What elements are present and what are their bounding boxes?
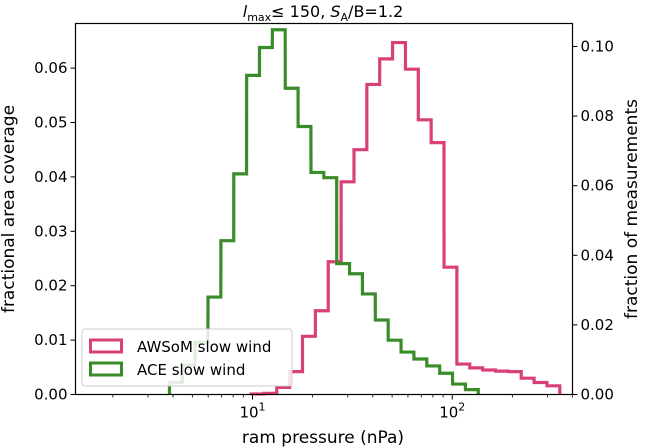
y-right-tick-label-2: 0.04: [581, 246, 614, 264]
legend-label-ace: ACE slow wind: [137, 361, 245, 379]
chart-title: lmax≤ 150, SA/B=1.2: [243, 2, 404, 24]
y-left-tick-label-5: 0.05: [34, 114, 67, 132]
y-right-tick-label-5: 0.10: [581, 37, 614, 55]
legend-swatch-awsom: [89, 338, 123, 354]
x-tick-label-1: 102: [439, 401, 465, 422]
y-left-tick-label-0: 0.00: [34, 386, 67, 404]
y-right-tick-label-3: 0.06: [581, 177, 614, 195]
series-layer: [167, 28, 562, 396]
legend-box: [81, 328, 293, 387]
legend: AWSoM slow wind ACE slow wind: [81, 328, 293, 387]
y-left-tick-label-6: 0.06: [34, 59, 67, 77]
y-left-tick-label-2: 0.02: [34, 277, 67, 295]
series-1-outline: [167, 28, 480, 395]
y-axis-label-right: fraction of measurements: [622, 99, 642, 319]
x-tick-label-0: 101: [239, 401, 265, 422]
y-right-tick-label-1: 0.02: [581, 316, 614, 334]
plot-frame: [74, 22, 574, 396]
y-left-tick-label-4: 0.04: [34, 168, 67, 186]
y-right-tick-label-4: 0.08: [581, 107, 614, 125]
tick-layer: 0.00 0.01 0.02 0.03 0.04 0.05 0.06 0.00 0.02 0.04…: [34, 37, 614, 421]
y-left-tick-label-3: 0.03: [34, 222, 67, 240]
series-0-outline: [249, 40, 562, 396]
x-axis-label: ram pressure (nPa): [242, 428, 404, 448]
legend-label-awsom: AWSoM slow wind: [137, 338, 271, 356]
y-axis-label-left: fractional area coverage: [0, 105, 19, 313]
legend-swatch-ace: [89, 361, 123, 377]
y-right-tick-label-0: 0.00: [581, 386, 614, 404]
y-left-tick-label-1: 0.01: [34, 331, 67, 349]
